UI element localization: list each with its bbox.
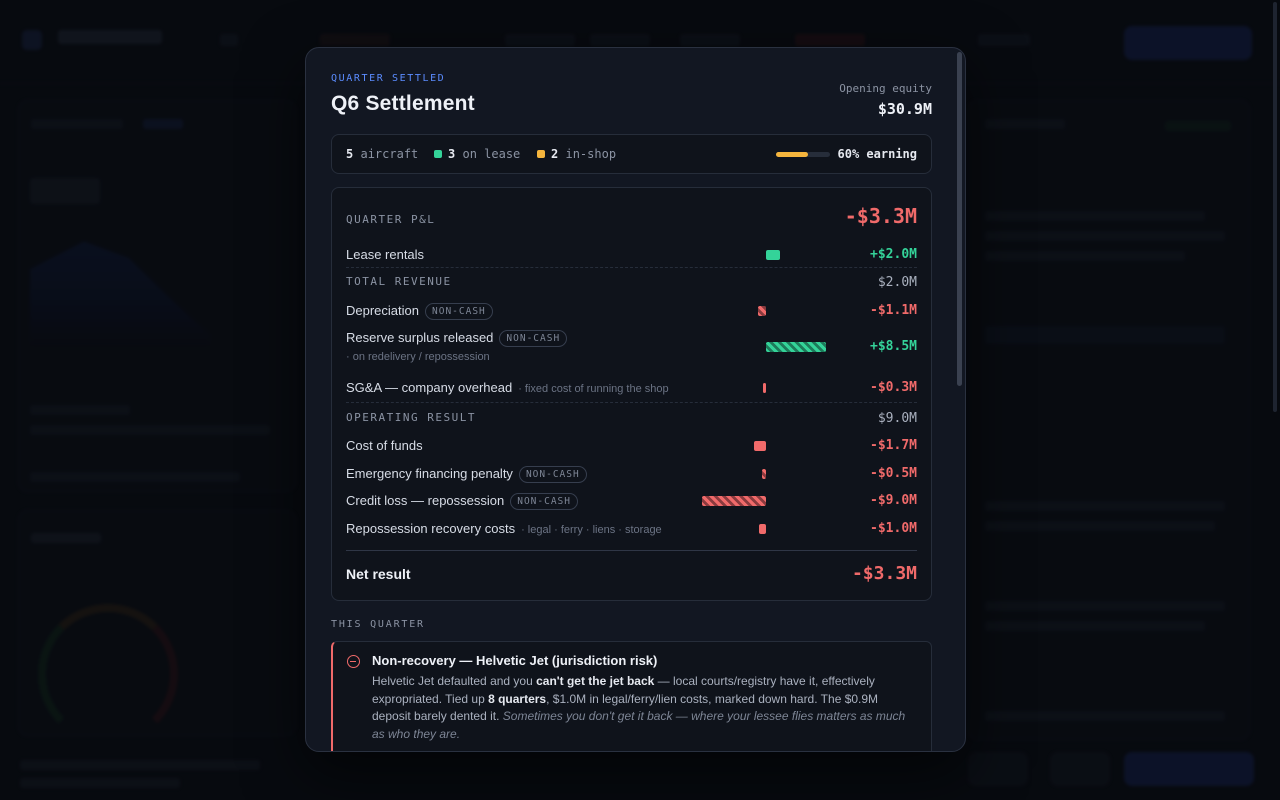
event-body: Helvetic Jet defaulted and you can't get… (372, 674, 906, 741)
divider (346, 267, 917, 268)
pnl-row-label-text: Cost of funds (346, 438, 423, 453)
quarter-pnl-card: QUARTER P&L -$3.3M TOTAL REVENUE $2.0M O… (331, 187, 932, 601)
pnl-bar-mark (753, 441, 766, 451)
in-shop-stat: 2 in-shop (537, 147, 616, 161)
pnl-row-value: -$1.7M (870, 438, 917, 453)
pnl-row: Depreciation NON-CASH -$1.1M (346, 301, 917, 321)
modal-kicker: QUARTER SETTLED (331, 73, 446, 84)
pnl-row-value: -$1.0M (870, 521, 917, 536)
background-nav-chip (978, 34, 1030, 46)
background-topbar (0, 0, 1280, 84)
pnl-row-value: -$0.5M (870, 466, 917, 481)
earning-progress-fill (776, 152, 809, 157)
background-nav-chip (795, 34, 865, 46)
pnl-header: QUARTER P&L (346, 213, 436, 226)
background-big-value (30, 178, 100, 204)
pnl-row-label: Depreciation NON-CASH (346, 303, 493, 320)
pnl-row-label: SG&A — company overhead · fixed cost of r… (346, 380, 669, 395)
operating-result-label: OPERATING RESULT (346, 411, 476, 424)
background-nav-chip (320, 34, 390, 46)
background-nav-chip (590, 34, 650, 46)
background-logo-text (58, 30, 162, 44)
background-gauge (38, 604, 178, 744)
non-cash-badge: NON-CASH (518, 466, 587, 483)
pnl-row-label: Cost of funds (346, 438, 423, 453)
on-lease-dot-icon (434, 150, 442, 158)
earning-progress-bar (776, 152, 830, 157)
pnl-bar-mark (702, 496, 766, 506)
background-nav-chip (220, 34, 238, 46)
total-revenue-label: TOTAL REVENUE (346, 275, 452, 288)
page-scrollbar[interactable] (1273, 2, 1277, 412)
net-result-value: -$3.3M (851, 563, 917, 584)
non-cash-badge: NON-CASH (510, 493, 578, 510)
this-quarter-header: THIS QUARTER (331, 619, 425, 630)
divider (346, 402, 917, 403)
pnl-row-label-text: Lease rentals (346, 247, 425, 262)
pnl-row-sublabel: · fixed cost of running the shop (518, 383, 669, 395)
event-card: Non-recovery — Helvetic Jet (jurisdictio… (331, 641, 932, 751)
pnl-bar-mark (766, 342, 827, 352)
non-cash-badge: NON-CASH (499, 330, 568, 347)
pnl-row-label-text: SG&A — company overhead (346, 380, 513, 395)
pnl-row-label: Repossession recovery costs · legal · fer… (346, 521, 662, 536)
opening-equity-value: $30.9M (877, 100, 932, 118)
non-cash-badge: NON-CASH (425, 303, 493, 320)
pnl-row-label-text: Reserve surplus released (346, 330, 494, 345)
earning-label: 60% earning (837, 147, 917, 161)
pnl-total: -$3.3M (844, 204, 917, 228)
pnl-row-label-text: Credit loss — repossession (346, 493, 505, 508)
pnl-row-label-text: Depreciation (346, 303, 419, 318)
pnl-row-value: +$2.0M (870, 247, 917, 262)
pnl-row-label: Emergency financing penalty NON-CASH (346, 466, 587, 483)
pnl-bar-mark (766, 250, 781, 260)
pnl-row-label-text: Emergency financing penalty (346, 466, 513, 481)
net-divider (346, 550, 917, 551)
operating-result-value: $9.0M (877, 411, 917, 426)
modal-scrollbar[interactable] (957, 52, 962, 386)
on-lease-stat: 3 on lease (434, 147, 520, 161)
opening-equity-label: Opening equity (839, 82, 932, 95)
background-nav-chip (680, 34, 740, 46)
in-shop-dot-icon (537, 150, 545, 158)
pnl-row-label: Lease rentals (346, 247, 424, 262)
pnl-row: Emergency financing penalty NON-CASH -$0.5… (346, 464, 917, 484)
background-logo-icon (22, 30, 42, 50)
total-revenue-row: TOTAL REVENUE $2.0M (346, 273, 917, 293)
background-nav-chip (505, 34, 575, 46)
operating-result-row: OPERATING RESULT $9.0M (346, 409, 917, 429)
settlement-modal: QUARTER SETTLED Q6 Settlement Opening eq… (305, 47, 966, 752)
pnl-bar-mark (763, 383, 766, 393)
pnl-bar-mark (758, 306, 766, 316)
pnl-row-label-text: Repossession recovery costs (346, 521, 516, 536)
pnl-row: Repossession recovery costs · legal · fer… (346, 519, 917, 539)
aircraft-count-stat: 5 aircraft (346, 147, 419, 161)
pnl-row: Cost of funds -$1.7M (346, 436, 917, 456)
background-primary-button (1124, 26, 1252, 60)
minus-circle-icon (347, 655, 360, 668)
pnl-row-value: -$1.1M (870, 303, 917, 318)
pnl-row: Reserve surplus released NON-CASH · on red… (346, 328, 917, 363)
net-result-label: Net result (346, 566, 411, 582)
fleet-summary: 5 aircraft 3 on lease 2 in-shop 60% earn… (331, 134, 932, 174)
background-card (968, 100, 1250, 740)
pnl-row-label: Reserve surplus released NON-CASH (346, 330, 568, 347)
pnl-row-value: +$8.5M (870, 339, 917, 354)
modal-title: Q6 Settlement (331, 92, 475, 115)
pnl-bar-mark (758, 524, 766, 534)
event-title: Non-recovery — Helvetic Jet (jurisdictio… (372, 653, 658, 668)
pnl-bar-mark (762, 469, 766, 479)
total-revenue-value: $2.0M (877, 275, 917, 290)
pnl-row-sublabel: · legal · ferry · liens · storage (521, 524, 662, 536)
pnl-row: Credit loss — repossession NON-CASH -$9.0M (346, 491, 917, 511)
pnl-row: Lease rentals +$2.0M (346, 245, 917, 265)
pnl-row: SG&A — company overhead · fixed cost of r… (346, 378, 917, 398)
pnl-row-label: Credit loss — repossession NON-CASH (346, 493, 578, 510)
pnl-row-value: -$9.0M (870, 493, 917, 508)
pnl-row-note: · on redelivery / repossession (346, 351, 490, 363)
pnl-row-value: -$0.3M (870, 380, 917, 395)
